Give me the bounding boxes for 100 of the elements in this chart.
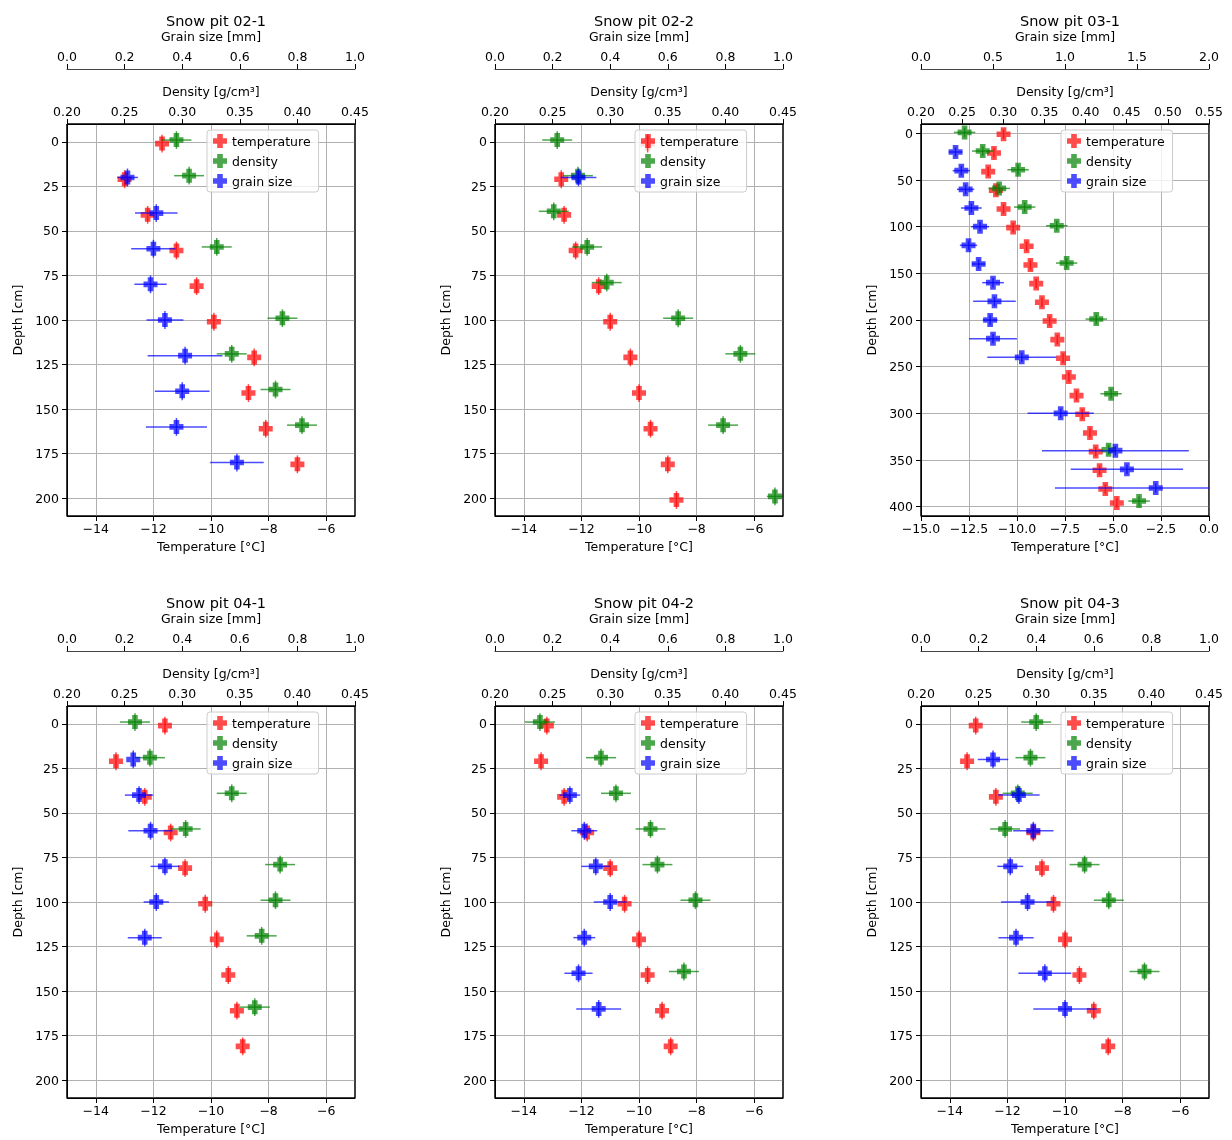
y-tick-label: 200 bbox=[463, 1072, 488, 1088]
x-axis-title: Grain size [mm] bbox=[588, 611, 690, 626]
x2-axis-title: Density [g/cm³] bbox=[590, 84, 688, 99]
x-axis-title: Temperature [°C] bbox=[156, 1121, 265, 1136]
x-tick-label: −5.0 bbox=[1097, 521, 1129, 536]
x2-tick-label: 0.20 bbox=[53, 104, 81, 119]
y-tick-label: 0 bbox=[905, 125, 914, 141]
x-tick-label: −14 bbox=[510, 1103, 538, 1118]
x-tick-label: 0.4 bbox=[600, 631, 621, 646]
x-tick-label: −6 bbox=[316, 521, 336, 536]
x-tick-label: 0.6 bbox=[657, 49, 678, 64]
y-tick-label: 175 bbox=[35, 1028, 59, 1044]
x2-tick-label: 0.40 bbox=[1071, 104, 1100, 119]
x-axis-title: Grain size [mm] bbox=[1014, 611, 1116, 626]
x2-tick-label: 0.35 bbox=[225, 104, 254, 119]
x-tick-label: 0.0 bbox=[485, 631, 505, 646]
x-tick-label: −8 bbox=[687, 1103, 706, 1118]
x-tick-label: −12 bbox=[140, 521, 167, 536]
x2-tick-label: 0.25 bbox=[110, 104, 139, 119]
y-tick-label: 50 bbox=[897, 172, 914, 188]
x2-axis-title: Density [g/cm³] bbox=[1016, 666, 1114, 681]
y-axis-title: Depth [cm] bbox=[10, 866, 26, 938]
chart-title: Snow pit 02-2 bbox=[593, 12, 695, 29]
y-tick-label: 150 bbox=[463, 983, 488, 999]
x-tick-label: 0.6 bbox=[657, 631, 678, 646]
y-axis-title: Depth [cm] bbox=[864, 866, 880, 938]
x2-tick-label: 0.20 bbox=[907, 686, 935, 701]
x-tick-label: 1.0 bbox=[1055, 49, 1075, 64]
x2-tick-label: 0.40 bbox=[283, 686, 312, 701]
x-tick-label: −12 bbox=[568, 1103, 595, 1118]
legend-label: temperature bbox=[660, 715, 739, 731]
x-tick-label: −10 bbox=[197, 1103, 225, 1118]
x2-tick-label: 0.35 bbox=[653, 104, 682, 119]
y-tick-label: 200 bbox=[889, 312, 914, 328]
x2-tick-label: 0.30 bbox=[168, 686, 197, 701]
x2-tick-label: 0.30 bbox=[1022, 686, 1051, 701]
x-tick-label: 0.5 bbox=[983, 49, 1003, 64]
x2-tick-label: 0.40 bbox=[711, 686, 740, 701]
x2-tick-label: 0.45 bbox=[769, 686, 797, 701]
x-tick-label: 1.0 bbox=[345, 49, 365, 64]
chart-title: Snow pit 02-1 bbox=[165, 12, 267, 29]
y-tick-label: 200 bbox=[35, 490, 60, 506]
chart-title: Snow pit 04-3 bbox=[1019, 594, 1121, 611]
x2-tick-label: 0.30 bbox=[596, 104, 625, 119]
x2-tick-label: 0.50 bbox=[1153, 104, 1182, 119]
y-tick-label: 0 bbox=[479, 134, 488, 150]
y-tick-label: 175 bbox=[463, 446, 487, 462]
x-tick-label: 2.0 bbox=[1199, 49, 1219, 64]
legend-label: grain size bbox=[232, 755, 293, 771]
y-tick-label: 150 bbox=[35, 401, 60, 417]
y-tick-label: 150 bbox=[889, 265, 914, 281]
y-tick-label: 50 bbox=[43, 223, 60, 239]
x-tick-label: 0.6 bbox=[229, 631, 250, 646]
x2-tick-label: 0.25 bbox=[538, 104, 567, 119]
x-tick-label: −10 bbox=[1051, 1103, 1079, 1118]
y-axis-title: Depth [cm] bbox=[438, 284, 454, 356]
x2-tick-label: 0.20 bbox=[481, 686, 509, 701]
x-tick-label: 0.2 bbox=[114, 49, 135, 64]
x-tick-label: −10.0 bbox=[997, 521, 1037, 536]
x-tick-label: 0.2 bbox=[542, 631, 563, 646]
y-tick-label: 25 bbox=[43, 178, 59, 194]
y-tick-label: 50 bbox=[897, 805, 914, 821]
legend-label: temperature bbox=[232, 715, 311, 731]
legend-label: density bbox=[1086, 153, 1133, 169]
y-tick-label: 50 bbox=[471, 223, 488, 239]
y-tick-label: 350 bbox=[889, 452, 914, 468]
x-tick-label: −14 bbox=[510, 521, 538, 536]
legend-label: temperature bbox=[660, 133, 739, 149]
x-tick-label: 0.6 bbox=[1083, 631, 1104, 646]
x2-tick-label: 0.45 bbox=[769, 104, 797, 119]
x-tick-label: 0.2 bbox=[968, 631, 989, 646]
x-tick-label: 0.0 bbox=[1199, 521, 1219, 536]
x-tick-label: −6 bbox=[744, 1103, 764, 1118]
legend-label: grain size bbox=[1086, 755, 1147, 771]
legend-label: temperature bbox=[1086, 715, 1165, 731]
x2-tick-label: 0.25 bbox=[538, 686, 567, 701]
x2-tick-label: 0.45 bbox=[341, 104, 369, 119]
x-tick-label: −6 bbox=[744, 521, 764, 536]
legend-label: grain size bbox=[232, 173, 293, 189]
x-axis-title: Grain size [mm] bbox=[160, 611, 262, 626]
y-tick-label: 125 bbox=[889, 939, 913, 955]
y-tick-label: 100 bbox=[463, 894, 488, 910]
legend-label: grain size bbox=[1086, 173, 1147, 189]
y-tick-label: 75 bbox=[471, 849, 487, 865]
legend-label: grain size bbox=[660, 755, 721, 771]
x-tick-label: 0.4 bbox=[1026, 631, 1047, 646]
y-axis-title: Depth [cm] bbox=[438, 866, 454, 938]
x2-tick-label: 0.30 bbox=[989, 104, 1018, 119]
x-tick-label: 0.0 bbox=[485, 49, 505, 64]
x2-tick-label: 0.20 bbox=[481, 104, 509, 119]
x2-tick-label: 0.40 bbox=[1137, 686, 1166, 701]
y-tick-label: 100 bbox=[35, 894, 60, 910]
y-tick-label: 175 bbox=[889, 1028, 913, 1044]
y-tick-label: 50 bbox=[471, 805, 488, 821]
legend-label: grain size bbox=[660, 173, 721, 189]
x-tick-label: 1.5 bbox=[1127, 49, 1147, 64]
y-tick-label: 0 bbox=[479, 716, 488, 732]
x-tick-label: 0.8 bbox=[1141, 631, 1162, 646]
x-tick-label: −6 bbox=[1170, 1103, 1190, 1118]
x-tick-label: −6 bbox=[316, 1103, 336, 1118]
